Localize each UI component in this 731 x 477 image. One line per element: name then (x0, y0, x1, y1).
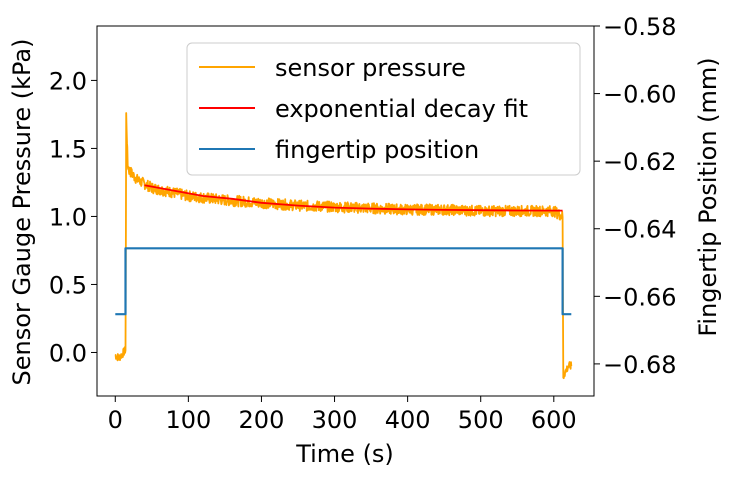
series-line-1 (144, 184, 563, 212)
axes: 0 100 200 300 400 500 600 0.0 0.5 1.0 1.5 2.0 −0.68 −… (49, 13, 677, 434)
legend-label-0: sensor pressure (275, 54, 466, 82)
x-tick-label: 600 (531, 406, 577, 434)
plot-area (114, 112, 573, 380)
x-tick-label: 300 (312, 406, 358, 434)
legend-label-1: exponential decay fit (275, 95, 528, 123)
y2-tick-label: −0.66 (603, 283, 677, 311)
x-tick-label: 100 (165, 406, 211, 434)
series-2 (115, 247, 572, 316)
y-tick-label: 2.0 (49, 67, 87, 95)
y-tick-label: 0.0 (49, 339, 87, 367)
y2-tick-label: −0.68 (603, 351, 677, 379)
series-1 (144, 184, 563, 212)
legend-label-2: fingertip position (275, 136, 479, 164)
y2-tick-label: −0.60 (603, 81, 677, 109)
legend: sensor pressure exponential decay fit fing… (186, 42, 581, 176)
y-tick-label: 1.0 (49, 203, 87, 231)
y2-axis-title: Fingertip Position (mm) (694, 57, 722, 336)
series-line-2 (115, 247, 572, 316)
x-tick-label: 200 (239, 406, 285, 434)
y-tick-label: 1.5 (49, 135, 87, 163)
x-tick-label: 400 (385, 406, 431, 434)
y2-tick-label: −0.58 (603, 13, 677, 41)
y-tick-label: 0.5 (49, 271, 87, 299)
x-tick-label: 0 (108, 406, 123, 434)
y-axis-title: Sensor Gauge Pressure (kPa) (8, 39, 36, 386)
legend-box (186, 42, 581, 176)
x-tick-label: 500 (458, 406, 504, 434)
x-axis-title: Time (s) (295, 440, 394, 468)
y2-tick-label: −0.62 (603, 148, 677, 176)
y2-tick-label: −0.64 (603, 216, 677, 244)
axes-frame (96, 25, 595, 397)
